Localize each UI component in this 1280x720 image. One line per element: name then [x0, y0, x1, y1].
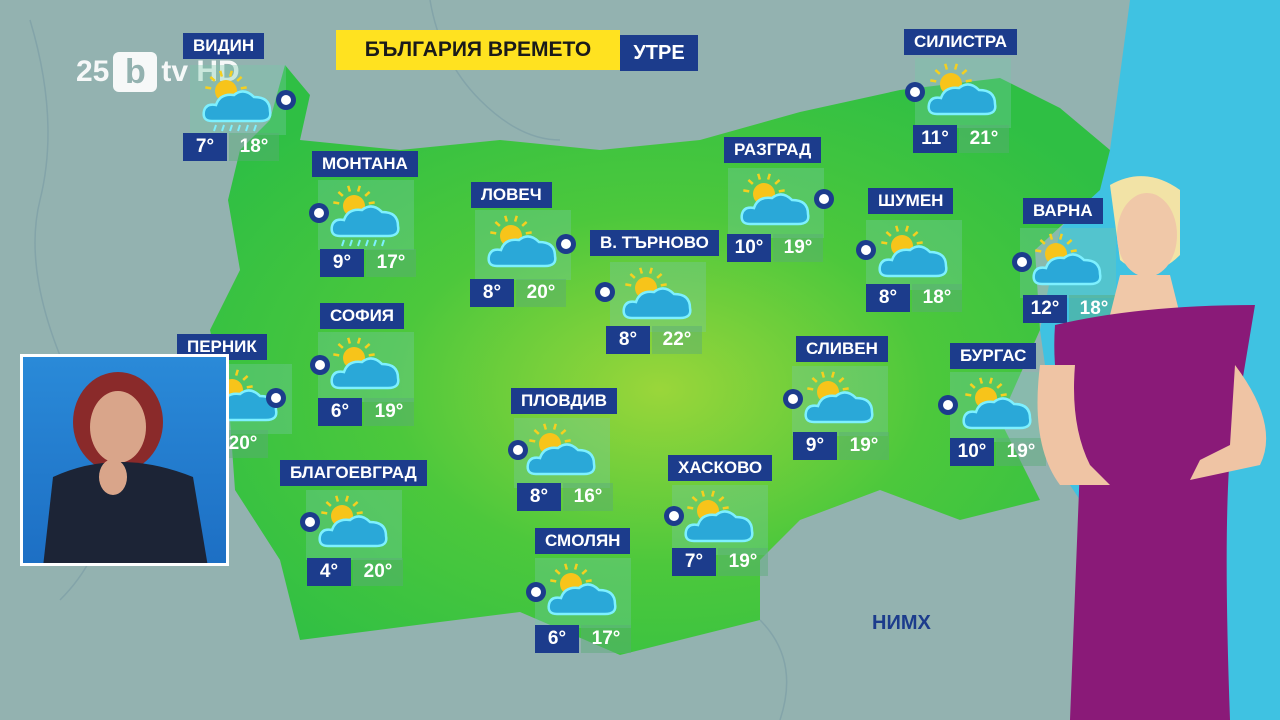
city-location-marker: [310, 355, 330, 375]
city-location-marker: [300, 512, 320, 532]
city-name: БЛАГОЕВГРАД: [280, 460, 427, 486]
city-name: ШУМЕН: [868, 188, 954, 214]
city-location-marker: [309, 203, 329, 223]
city-name: СИЛИСТРА: [904, 29, 1018, 55]
city-name: ЛОВЕЧ: [471, 182, 552, 208]
min-temperature: 10°: [950, 438, 994, 466]
max-temperature: 21°: [959, 125, 1009, 153]
max-temperature: 19°: [839, 432, 889, 460]
sun-cloud-icon: [728, 168, 824, 238]
sun-cloud-icon: [514, 418, 610, 488]
sun-cloud-rain-icon: [190, 65, 286, 135]
city-location-marker: [266, 388, 286, 408]
page-title: БЪЛГАРИЯ ВРЕМЕТО: [336, 30, 620, 70]
max-temperature: 19°: [996, 438, 1046, 466]
sun-cloud-icon: [1020, 228, 1116, 298]
city-location-marker: [276, 90, 296, 110]
sun-cloud-icon: [950, 372, 1046, 442]
city-location-marker: [595, 282, 615, 302]
min-temperature: 10°: [727, 234, 771, 262]
logo-anniversary: 25: [76, 55, 110, 88]
max-temperature: 17°: [581, 625, 631, 653]
city-name: СМОЛЯН: [535, 528, 631, 554]
city-location-marker: [556, 234, 576, 254]
max-temperature: 16°: [563, 483, 613, 511]
sun-cloud-icon: [306, 490, 402, 560]
period-badge: УТРЕ: [620, 35, 698, 71]
sun-cloud-icon: [318, 332, 414, 402]
sun-cloud-rain-icon: [318, 180, 414, 250]
sun-cloud-icon: [792, 366, 888, 436]
sun-cloud-icon: [866, 220, 962, 290]
city-location-marker: [526, 582, 546, 602]
min-temperature: 9°: [793, 432, 837, 460]
max-temperature: 18°: [229, 133, 279, 161]
min-temperature: 4°: [307, 558, 351, 586]
interpreter: [43, 372, 208, 563]
city-name: МОНТАНА: [312, 151, 418, 177]
city-name: ПЛОВДИВ: [511, 388, 618, 414]
max-temperature: 20°: [353, 558, 403, 586]
city-name: ВАРНА: [1023, 198, 1103, 224]
min-temperature: 8°: [517, 483, 561, 511]
min-temperature: 12°: [1023, 295, 1067, 323]
presenter: [1037, 176, 1267, 720]
sun-cloud-icon: [475, 210, 571, 280]
min-temperature: 6°: [535, 625, 579, 653]
city-location-marker: [905, 82, 925, 102]
max-temperature: 19°: [718, 548, 768, 576]
max-temperature: 17°: [366, 249, 416, 277]
max-temperature: 20°: [516, 279, 566, 307]
city-location-marker: [1012, 252, 1032, 272]
city-name: В. ТЪРНОВО: [590, 230, 719, 256]
logo-brand: b: [113, 52, 158, 92]
max-temperature: 18°: [912, 284, 962, 312]
city-name: СЛИВЕН: [796, 336, 888, 362]
city-name: СОФИЯ: [320, 303, 405, 329]
city-location-marker: [664, 506, 684, 526]
sun-cloud-icon: [915, 58, 1011, 128]
min-temperature: 9°: [320, 249, 364, 277]
max-temperature: 19°: [364, 398, 414, 426]
city-location-marker: [814, 189, 834, 209]
city-location-marker: [938, 395, 958, 415]
sun-cloud-icon: [610, 262, 706, 332]
sign-language-interpreter-inset: [20, 354, 229, 566]
min-temperature: 11°: [913, 125, 957, 153]
min-temperature: 7°: [183, 133, 227, 161]
min-temperature: 7°: [672, 548, 716, 576]
max-temperature: 22°: [652, 326, 702, 354]
source-label: НИМХ: [872, 612, 931, 634]
min-temperature: 8°: [866, 284, 910, 312]
city-name: ВИДИН: [183, 33, 265, 59]
city-location-marker: [783, 389, 803, 409]
max-temperature: 19°: [773, 234, 823, 262]
city-name: ХАСКОВО: [668, 455, 773, 481]
min-temperature: 6°: [318, 398, 362, 426]
city-name: БУРГАС: [950, 343, 1037, 369]
city-location-marker: [508, 440, 528, 460]
city-name: РАЗГРАД: [724, 137, 822, 163]
min-temperature: 8°: [470, 279, 514, 307]
city-location-marker: [856, 240, 876, 260]
sun-cloud-icon: [535, 558, 631, 628]
min-temperature: 8°: [606, 326, 650, 354]
sun-cloud-icon: [672, 485, 768, 555]
